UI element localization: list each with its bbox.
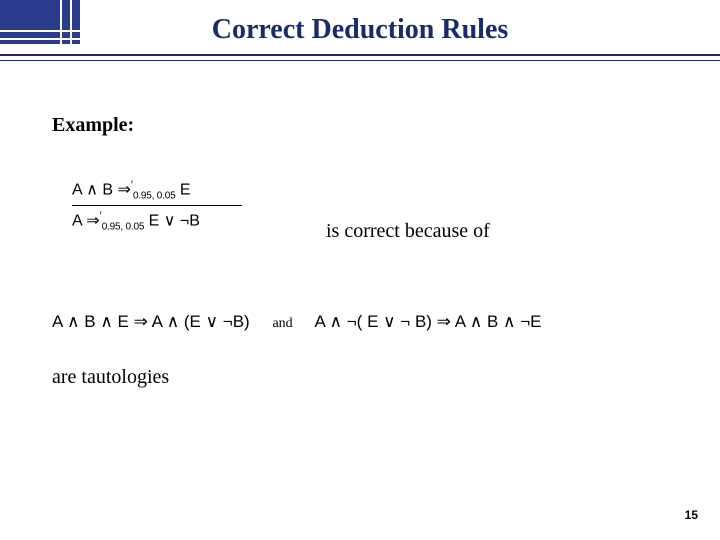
tautology-row: A ∧ B ∧ E ⇒ A ∧ (E ∨ ¬B) and A ∧ ¬( E ∨ … (52, 312, 692, 332)
inference-rule: A ∧ B ⇒′0.95, 0.05 E A ⇒′0.95, 0.05 E ∨ … (72, 178, 247, 233)
slide-title-bar: Correct Deduction Rules (0, 14, 720, 46)
and-label: and (254, 316, 310, 331)
example-label: Example: (52, 114, 134, 137)
rule-conclusion: A ⇒′0.95, 0.05 E ∨ ¬B (72, 209, 247, 234)
title-underline-thin (0, 60, 720, 61)
slide-title: Correct Deduction Rules (212, 14, 509, 45)
rule-premise: A ∧ B ⇒′0.95, 0.05 E (72, 178, 247, 203)
tautologies-label: are tautologies (52, 366, 169, 389)
correct-because-text: is correct because of (326, 220, 490, 243)
title-underline-thick (0, 54, 720, 56)
tautology-1: A ∧ B ∧ E ⇒ A ∧ (E ∨ ¬B) (52, 312, 250, 331)
rule-divider (72, 205, 242, 206)
page-number: 15 (685, 508, 698, 522)
tautology-2: A ∧ ¬( E ∨ ¬ B) ⇒ A ∧ B ∧ ¬E (314, 312, 541, 331)
